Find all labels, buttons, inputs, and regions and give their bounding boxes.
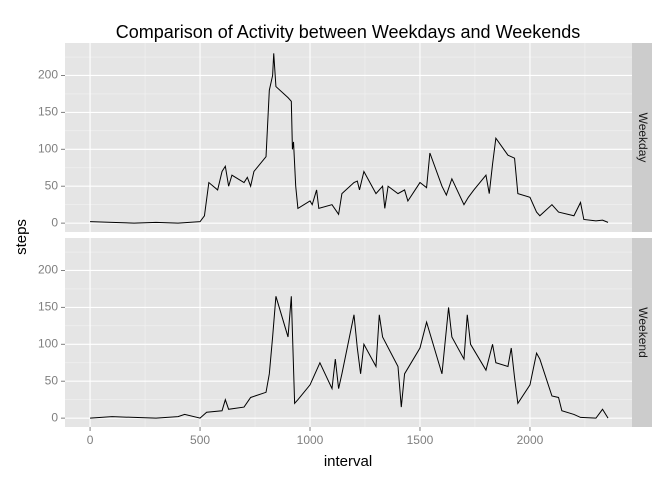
y-tick-label: 0 bbox=[51, 410, 58, 424]
x-tick-label: 1000 bbox=[297, 433, 324, 447]
y-tick-label: 50 bbox=[45, 178, 59, 192]
y-tick-label: 200 bbox=[38, 263, 58, 277]
x-tick-label: 2000 bbox=[517, 433, 544, 447]
y-tick-label: 100 bbox=[38, 336, 58, 350]
strip-label: Weekend bbox=[636, 307, 650, 357]
strip-background bbox=[632, 238, 652, 427]
x-axis-label: interval bbox=[324, 453, 372, 470]
x-tick-label: 1500 bbox=[407, 433, 434, 447]
y-tick-label: 150 bbox=[38, 300, 58, 314]
x-tick-label: 500 bbox=[190, 433, 210, 447]
y-tick-label: 150 bbox=[38, 105, 58, 119]
chart-title: Comparison of Activity between Weekdays … bbox=[116, 22, 581, 42]
y-tick-label: 200 bbox=[38, 68, 58, 82]
y-axis-label: steps bbox=[13, 219, 30, 255]
panel-background bbox=[65, 238, 632, 427]
strip-label: Weekday bbox=[636, 113, 650, 163]
line bbox=[90, 296, 609, 419]
x-tick-label: 0 bbox=[87, 433, 94, 447]
y-tick-label: 0 bbox=[51, 215, 58, 229]
y-tick-label: 100 bbox=[38, 141, 58, 155]
strip-background bbox=[632, 43, 652, 232]
y-tick-label: 50 bbox=[45, 373, 59, 387]
line bbox=[90, 53, 609, 224]
panel-background bbox=[65, 43, 632, 232]
